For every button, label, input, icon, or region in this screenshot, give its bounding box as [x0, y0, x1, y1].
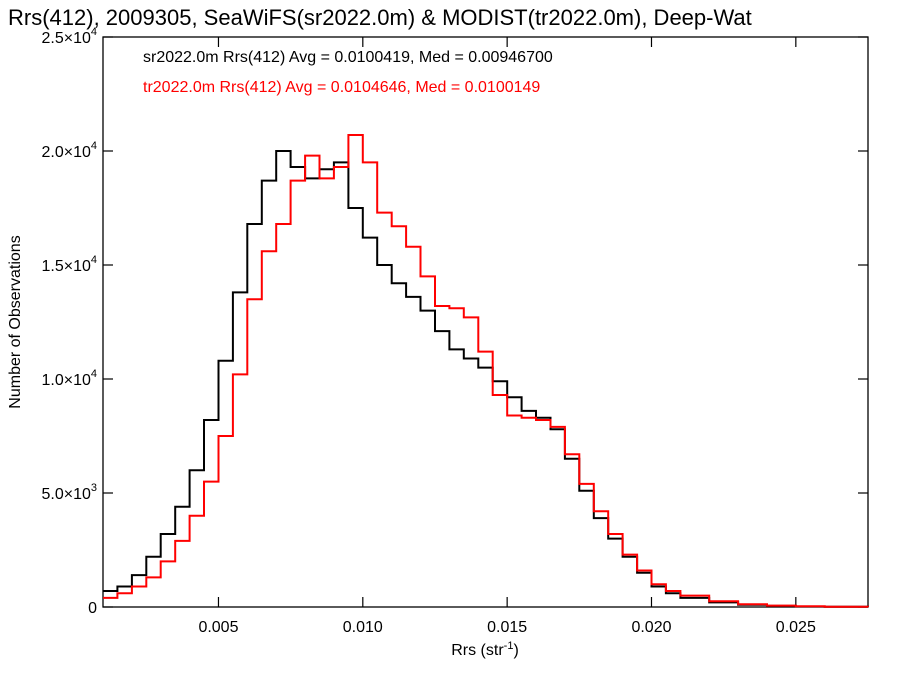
x-axis-label-main: Rrs (str [451, 642, 504, 659]
x-axis-label: Rrs (str-1) [451, 640, 519, 659]
x-tick-label-3: 0.020 [631, 619, 671, 636]
chart-title: Rrs(412), 2009305, SeaWiFS(sr2022.0m) & … [8, 5, 752, 30]
x-tick-label-1: 0.010 [343, 619, 383, 636]
y-tick-label-3: 1.5×104 [41, 254, 97, 275]
y-tick-label-0: 0 [88, 600, 97, 617]
x-tick-label-0: 0.005 [198, 619, 238, 636]
series-line-tr2022.0m [103, 134, 869, 608]
x-tick-label-2: 0.015 [487, 619, 527, 636]
y-tick-label-5: 2.5×104 [41, 26, 97, 47]
y-tick-label-4: 2.0×104 [41, 140, 97, 161]
y-tick-label-1: 5.0×103 [41, 482, 97, 503]
x-axis: 0.005 0.010 0.015 0.020 0.025 [198, 37, 816, 636]
legend-entry-sr2022: sr2022.0m Rrs(412) Avg = 0.0100419, Med … [143, 49, 553, 66]
x-axis-label-end: ) [513, 642, 518, 659]
legend-entry-tr2022: tr2022.0m Rrs(412) Avg = 0.0104646, Med … [143, 79, 540, 96]
series-layer [103, 134, 869, 608]
series-line-sr2022.0m [103, 150, 869, 608]
y-axis: 0 5.0×103 1.0×104 1.5×104 2.0×104 2.5×104 [41, 26, 868, 617]
x-tick-label-4: 0.025 [776, 619, 816, 636]
y-tick-label-2: 1.0×104 [41, 368, 97, 389]
x-axis-label-sup: -1 [504, 640, 514, 652]
y-axis-label: Number of Observations [7, 235, 24, 408]
plot-frame [102, 36, 869, 608]
